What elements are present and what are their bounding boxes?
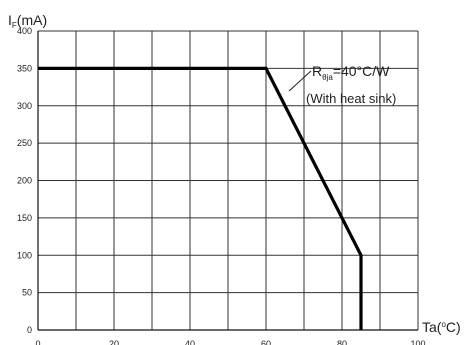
y-tick-label: 350 [17,63,32,73]
x-axis-title: Ta(oC) [422,319,461,335]
axes [37,31,418,331]
series-layer [38,66,363,330]
r-symbol: R [312,63,322,79]
x-axis-degree: o [441,320,446,329]
y-tick-labels: 0 50 100 150 200 250 300 350 400 [17,26,32,335]
annotation-leader-line [288,70,312,92]
y-axis-subscript: F [12,21,17,30]
x-axis-text: Ta( [422,319,442,335]
heat-sink-note: (With heat sink) [306,91,396,106]
y-tick-label: 200 [17,176,32,186]
y-tick-label: 50 [22,288,32,298]
y-tick-label: 150 [17,213,32,223]
x-tick-label: 60 [261,339,271,345]
y-axis-unit: (mA) [17,12,47,28]
y-axis-symbol: I [8,12,12,28]
thermal-resistance-label: Rθja=40°C/W [312,63,390,82]
r-value: =40°C/W [333,63,390,79]
y-tick-label: 250 [17,138,32,148]
y-tick-label: 100 [17,250,32,260]
y-tick-label: 0 [27,325,32,335]
x-axis-unit: C) [446,319,461,335]
x-tick-label: 100 [410,339,425,345]
derating-curve [38,66,363,330]
y-tick-label: 300 [17,101,32,111]
r-subscript: θja [322,73,333,82]
x-tick-label: 40 [185,339,195,345]
y-axis-title: IF(mA) [8,12,47,30]
y-tick-label: 400 [17,26,32,36]
x-tick-labels: 0 20 40 60 80 100 [35,339,425,345]
x-tick-label: 0 [35,339,40,345]
x-tick-label: 20 [109,339,119,345]
x-tick-label: 80 [337,339,347,345]
